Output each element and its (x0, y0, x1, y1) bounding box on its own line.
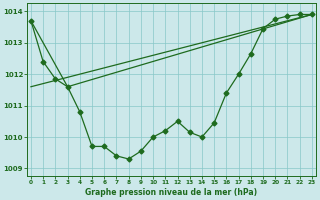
X-axis label: Graphe pression niveau de la mer (hPa): Graphe pression niveau de la mer (hPa) (85, 188, 258, 197)
